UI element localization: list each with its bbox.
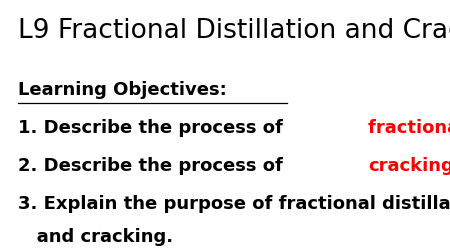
Text: and cracking.: and cracking. (18, 227, 173, 245)
Text: cracking: cracking (368, 156, 450, 174)
Text: fractional distillation: fractional distillation (368, 118, 450, 136)
Text: L9 Fractional Distillation and Cracking: L9 Fractional Distillation and Cracking (18, 18, 450, 44)
Text: 1. Describe the process of: 1. Describe the process of (18, 118, 289, 136)
Text: 2. Describe the process of: 2. Describe the process of (18, 156, 289, 174)
Text: Learning Objectives:: Learning Objectives: (18, 81, 227, 99)
Text: 3. Explain the purpose of fractional distillation: 3. Explain the purpose of fractional dis… (18, 194, 450, 212)
